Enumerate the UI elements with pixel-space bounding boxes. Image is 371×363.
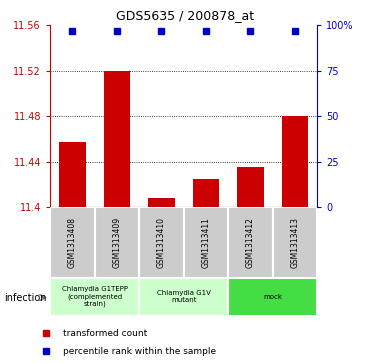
Bar <box>148 198 175 207</box>
Text: Chlamydia G1TEPP
(complemented
strain): Chlamydia G1TEPP (complemented strain) <box>62 286 128 307</box>
Text: transformed count: transformed count <box>63 329 147 338</box>
Text: GSM1313411: GSM1313411 <box>201 217 210 268</box>
Bar <box>282 116 308 207</box>
Text: GSM1313409: GSM1313409 <box>112 217 121 268</box>
Bar <box>184 207 228 278</box>
Bar <box>59 142 86 207</box>
Text: GSM1313412: GSM1313412 <box>246 217 255 268</box>
Bar <box>228 207 273 278</box>
Text: infection: infection <box>4 293 46 303</box>
Bar <box>139 278 228 316</box>
Bar <box>95 207 139 278</box>
Bar <box>228 278 317 316</box>
Bar <box>104 71 130 207</box>
Bar <box>237 167 264 207</box>
Text: GSM1313413: GSM1313413 <box>290 217 299 268</box>
Text: mock: mock <box>263 294 282 300</box>
Text: percentile rank within the sample: percentile rank within the sample <box>63 347 216 356</box>
Text: GSM1313408: GSM1313408 <box>68 217 77 268</box>
Bar <box>139 207 184 278</box>
Bar <box>50 278 139 316</box>
Bar <box>273 207 317 278</box>
Bar <box>193 179 219 207</box>
Text: GSM1313410: GSM1313410 <box>157 217 166 268</box>
Bar <box>50 207 95 278</box>
Text: GDS5635 / 200878_at: GDS5635 / 200878_at <box>116 9 255 22</box>
Text: Chlamydia G1V
mutant: Chlamydia G1V mutant <box>157 290 211 303</box>
